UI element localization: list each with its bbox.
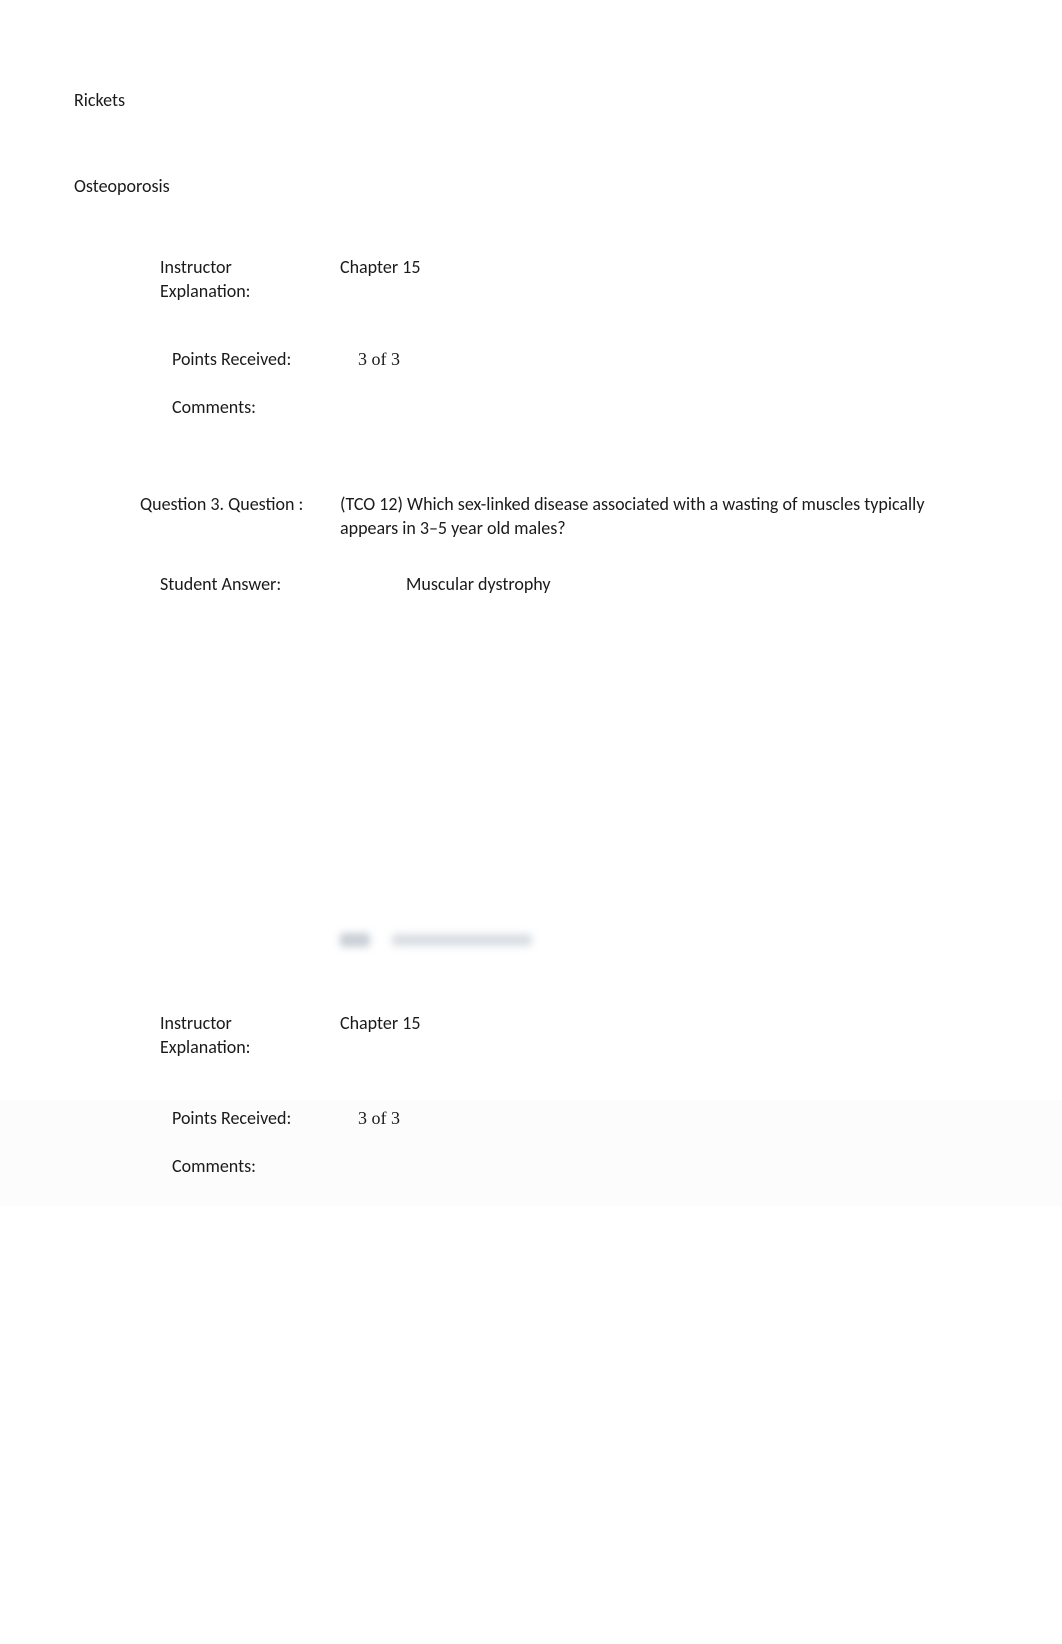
q2-comments-label: Comments: bbox=[0, 395, 340, 419]
q3-label: Question 3. Question : bbox=[0, 492, 340, 516]
q3-comments-label: Comments: bbox=[0, 1154, 340, 1178]
q3-student-answer-value: Muscular dystrophy bbox=[340, 572, 1062, 596]
blur-text-icon bbox=[392, 934, 532, 946]
q2-option-rickets: Rickets bbox=[0, 88, 1062, 112]
q3-instructor-explanation-value: Chapter 15 bbox=[340, 1011, 1062, 1035]
q3-student-answer-label: Student Answer: bbox=[0, 572, 340, 596]
q2-instructor-explanation-label: Instructor Explanation: bbox=[0, 255, 340, 304]
quiz-page: Rickets Osteoporosis Instructor Explanat… bbox=[0, 88, 1062, 1644]
q2-instructor-explanation-value: Chapter 15 bbox=[340, 255, 1062, 279]
q2-option-osteoporosis: Osteoporosis bbox=[0, 174, 1062, 198]
blurred-content bbox=[340, 927, 1062, 951]
q3-points-received-label: Points Received: bbox=[0, 1106, 340, 1130]
q3-instructor-explanation-label: Instructor Explanation: bbox=[0, 1011, 340, 1060]
q2-points-received-value: 3 of 3 bbox=[340, 347, 1062, 371]
q2-points-received-label: Points Received: bbox=[0, 347, 340, 371]
q3-points-received-value: 3 of 3 bbox=[340, 1106, 1062, 1130]
q3-text: (TCO 12) Which sex-linked disease associ… bbox=[340, 492, 1062, 541]
blur-dot-icon bbox=[340, 933, 370, 947]
